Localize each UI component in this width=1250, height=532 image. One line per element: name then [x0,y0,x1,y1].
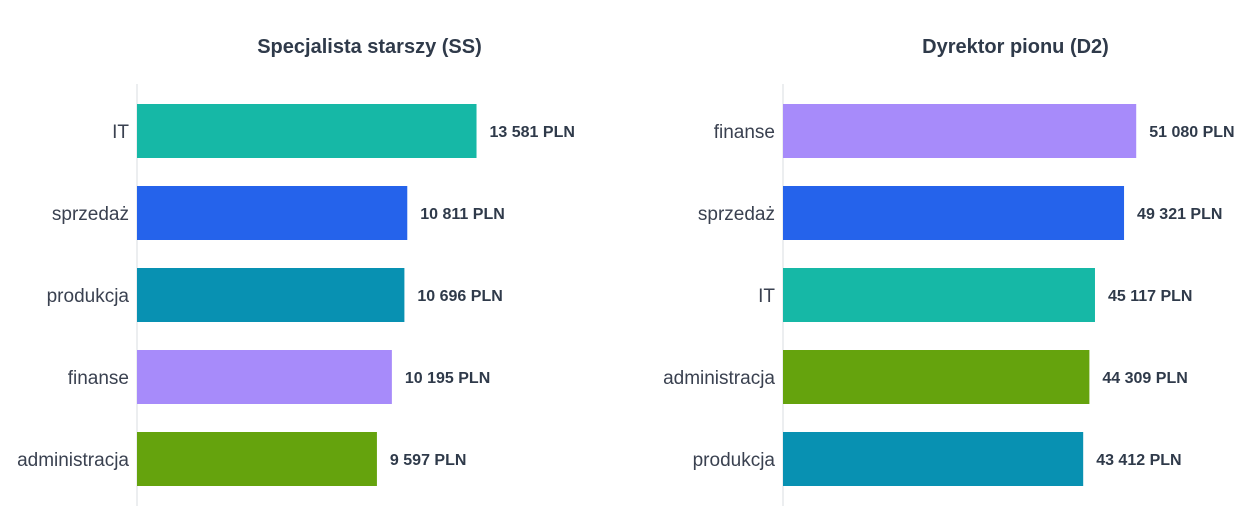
bar [137,350,392,404]
value-label: 44 309 PLN [1102,370,1187,387]
chart-panel-dyrektor: Dyrektor pionu (D2) finanse 51 080 PLN spr… [625,0,1250,532]
category-label: produkcja [47,286,130,307]
category-label: finanse [714,122,775,143]
value-label: 9 597 PLN [390,452,466,469]
value-label: 43 412 PLN [1096,452,1181,469]
category-label: sprzedaż [698,204,775,225]
bar-chart-dyrektor: finanse 51 080 PLN sprzedaż 49 321 PLN IT 45 … [663,84,1235,506]
chart-title: Dyrektor pionu (D2) [922,36,1109,58]
value-label: 45 117 PLN [1108,288,1193,305]
bar [783,350,1090,404]
bar [783,104,1137,158]
bar [783,186,1125,240]
bar [137,104,477,158]
bar [137,186,408,240]
value-label: 49 321 PLN [1137,206,1222,223]
bar [137,432,377,486]
category-label: produkcja [693,450,776,471]
value-label: 10 811 PLN [420,206,505,223]
value-label: 51 080 PLN [1149,124,1234,141]
value-label: 10 195 PLN [405,370,490,387]
bar [137,268,405,322]
category-label: administracja [17,450,129,471]
bar-chart-specjalista: IT 13 581 PLN sprzedaż 10 811 PLN produkcja 1… [17,84,575,506]
category-label: IT [758,286,775,307]
bar [783,432,1084,486]
category-label: administracja [663,368,775,389]
bar [783,268,1095,322]
chart-panel-specjalista: Specjalista starszy (SS) IT 13 581 PLN spr… [17,36,575,506]
chart-title: Specjalista starszy (SS) [257,36,482,58]
category-label: sprzedaż [52,204,129,225]
value-label: 10 696 PLN [417,288,502,305]
category-label: IT [112,122,129,143]
category-label: finanse [68,368,129,389]
value-label: 13 581 PLN [490,124,575,141]
